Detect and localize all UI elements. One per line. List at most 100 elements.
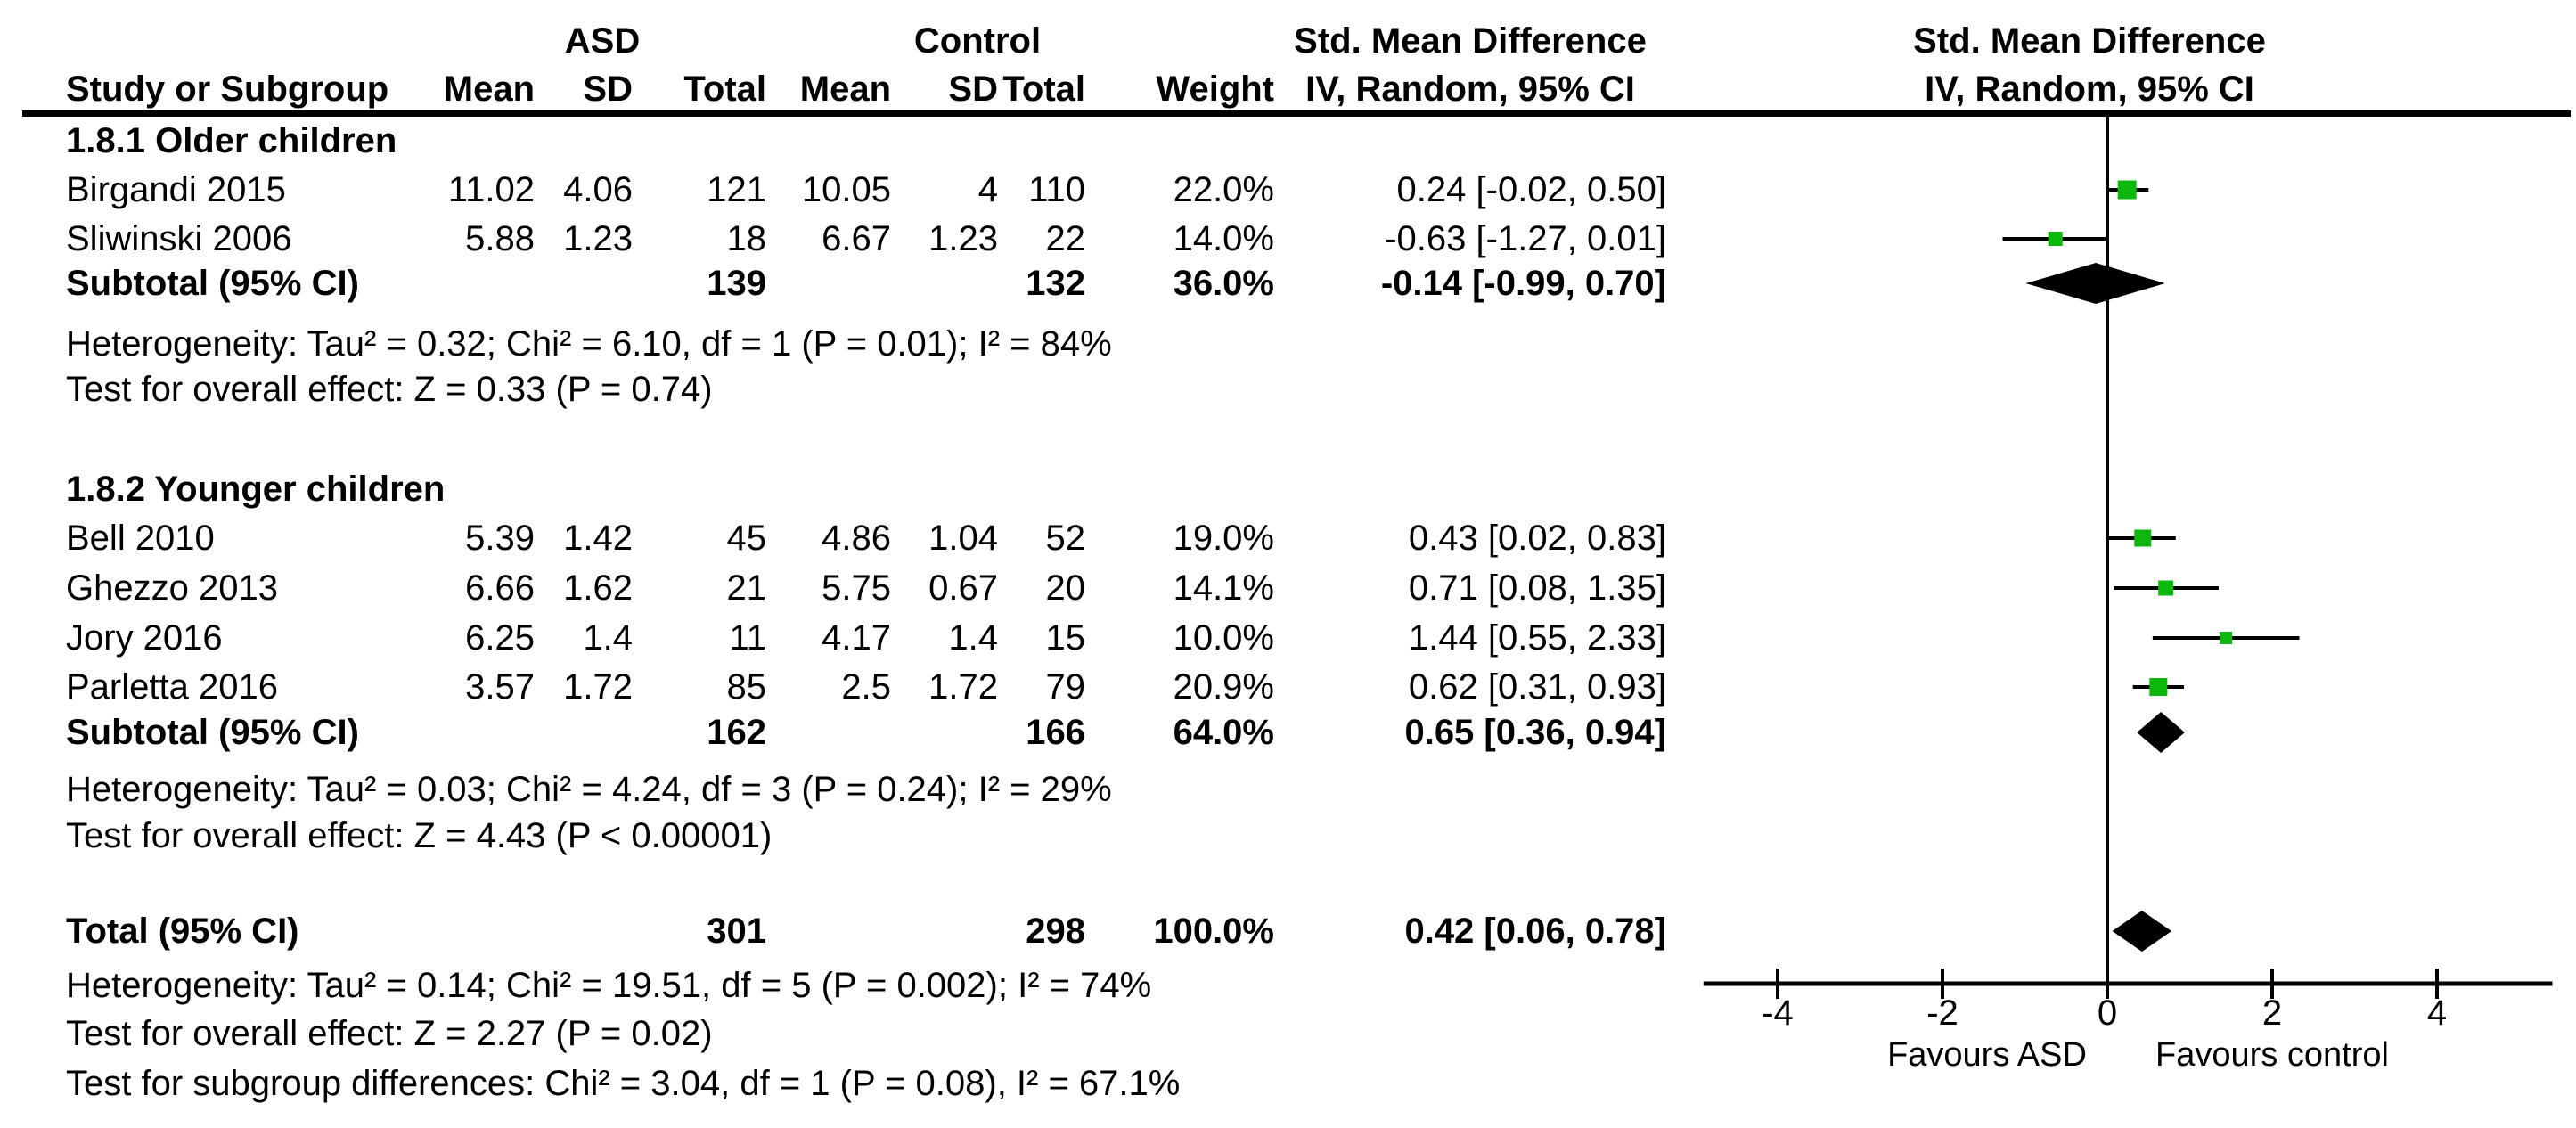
- axis-tick-label: -2: [1926, 993, 1959, 1033]
- study-name: Birgandi 2015: [66, 170, 286, 209]
- weight-cell: 10.0%: [1173, 618, 1274, 658]
- favours-left-label: Favours ASD: [1887, 1036, 2087, 1074]
- effect-square: [2149, 678, 2168, 696]
- subtotal-row: Subtotal (95% CI) 139 132 36.0% -0.14 [-0.99…: [0, 258, 2576, 308]
- mean2-column-header: Mean: [799, 69, 891, 109]
- plot-column-subheader: IV, Random, 95% CI: [1925, 69, 2254, 109]
- subgroup-title: 1.8.1 Older children: [66, 121, 397, 160]
- sd1-column-header: SD: [583, 69, 633, 109]
- total-overall-effect-text: Test for overall effect: Z = 2.27 (P = 0…: [66, 1014, 713, 1053]
- effect-estimate-cell: 0.65 [0.36, 0.94]: [1404, 713, 1666, 752]
- overall-effect-text: Test for overall effect: Z = 4.43 (P < 0…: [66, 816, 773, 855]
- total-row: Total (95% CI) 301 298 100.0% 0.42 [0.06, 0.…: [0, 906, 2576, 956]
- total1-cell: 18: [726, 219, 767, 258]
- effect-column-subheader: IV, Random, 95% CI: [1305, 69, 1635, 109]
- subtotal-row: Subtotal (95% CI) 162 166 64.0% 0.65 [0.36, …: [0, 707, 2576, 757]
- study-row: Parletta 2016 3.57 1.72 85 2.5 1.72 79 20.9% 0.6…: [0, 662, 2576, 712]
- effect-estimate-cell: -0.14 [-0.99, 0.70]: [1380, 264, 1666, 303]
- effect-square: [2048, 232, 2063, 246]
- study-name: Sliwinski 2006: [66, 219, 292, 258]
- weight-cell: 20.9%: [1173, 667, 1274, 707]
- study-row: Jory 2016 6.25 1.4 11 4.17 1.4 15 10.0% 1.44 [0.…: [0, 613, 2576, 663]
- subgroup-differences-text: Test for subgroup differences: Chi² = 3.…: [66, 1064, 1181, 1103]
- total2-cell: 15: [1045, 618, 1086, 658]
- mean1-cell: 6.25: [465, 618, 535, 658]
- group1-header: ASD: [564, 21, 641, 61]
- total2-cell: 110: [1028, 170, 1085, 209]
- plot-column-title: Std. Mean Difference: [1913, 21, 2266, 61]
- weight-column-header: Weight: [1156, 69, 1274, 109]
- pooled-diamond: [2112, 911, 2172, 952]
- axis-tick-label: 0: [2098, 993, 2117, 1033]
- sd2-cell: 1.23: [928, 219, 998, 258]
- mean1-cell: 5.39: [465, 519, 535, 558]
- subgroup-title-row: 1.8.2 Younger children: [0, 464, 2576, 514]
- heterogeneity-text: Heterogeneity: Tau² = 0.32; Chi² = 6.10,…: [66, 324, 1112, 364]
- sd1-cell: 4.06: [563, 170, 633, 209]
- study-name: Bell 2010: [66, 519, 215, 558]
- effect-estimate-cell: 0.43 [0.02, 0.83]: [1408, 519, 1666, 558]
- mean1-cell: 3.57: [465, 667, 535, 707]
- total-heterogeneity-text: Heterogeneity: Tau² = 0.14; Chi² = 19.51…: [66, 966, 1152, 1005]
- sd1-cell: 1.62: [563, 568, 633, 608]
- effect-square: [2134, 529, 2152, 547]
- heterogeneity-row: Heterogeneity: Tau² = 0.03; Chi² = 4.24,…: [0, 764, 2576, 814]
- total1-cell: 162: [707, 713, 766, 752]
- total1-column-header: Total: [683, 69, 766, 109]
- heterogeneity-row: Heterogeneity: Tau² = 0.32; Chi² = 6.10,…: [0, 319, 2576, 369]
- effect-estimate-cell: 0.24 [-0.02, 0.50]: [1396, 170, 1666, 209]
- mean2-cell: 2.5: [841, 667, 891, 707]
- sd2-column-header: SD: [948, 69, 998, 109]
- mean1-column-header: Mean: [443, 69, 535, 109]
- effect-square: [2158, 580, 2174, 596]
- study-name: Parletta 2016: [66, 667, 278, 707]
- weight-cell: 14.0%: [1173, 219, 1274, 258]
- total1-cell: 11: [729, 618, 766, 658]
- weight-cell: 64.0%: [1173, 713, 1274, 752]
- total1-cell: 301: [707, 911, 766, 951]
- axis-tick-label: 4: [2427, 993, 2447, 1033]
- study-row: Birgandi 2015 11.02 4.06 121 10.05 4 110 22.0% 0…: [0, 165, 2576, 215]
- favours-right-label: Favours control: [2155, 1036, 2389, 1074]
- axis-tick-label: -4: [1762, 993, 1794, 1033]
- total1-cell: 121: [707, 170, 766, 209]
- study-row: Bell 2010 5.39 1.42 45 4.86 1.04 52 19.0% 0.43 […: [0, 513, 2576, 563]
- total-label: Total (95% CI): [66, 911, 299, 951]
- study-row: Sliwinski 2006 5.88 1.23 18 6.67 1.23 22 14.0% -…: [0, 214, 2576, 264]
- pooled-diamond: [2025, 263, 2165, 304]
- mean2-cell: 5.75: [822, 568, 891, 608]
- sd2-cell: 0.67: [928, 568, 998, 608]
- total2-cell: 166: [1026, 713, 1085, 752]
- weight-cell: 100.0%: [1153, 911, 1274, 951]
- subgroup-title: 1.8.2 Younger children: [66, 470, 446, 509]
- weight-cell: 19.0%: [1173, 519, 1274, 558]
- effect-square: [2220, 632, 2233, 644]
- effect-column-title: Std. Mean Difference: [1294, 21, 1647, 61]
- study-name: Jory 2016: [66, 618, 223, 658]
- effect-estimate-cell: 1.44 [0.55, 2.33]: [1408, 618, 1666, 658]
- weight-cell: 36.0%: [1173, 264, 1274, 303]
- mean2-cell: 4.86: [822, 519, 891, 558]
- total1-cell: 139: [707, 264, 766, 303]
- mean2-cell: 6.67: [822, 219, 891, 258]
- overall-effect-row: Test for overall effect: Z = 4.43 (P < 0…: [0, 811, 2576, 861]
- effect-estimate-cell: -0.63 [-1.27, 0.01]: [1385, 219, 1666, 258]
- total-heterogeneity-row: Heterogeneity: Tau² = 0.14; Chi² = 19.51…: [0, 960, 2576, 1010]
- sd1-cell: 1.23: [563, 219, 633, 258]
- overall-effect-row: Test for overall effect: Z = 0.33 (P = 0…: [0, 364, 2576, 414]
- total-overall-effect-row: Test for overall effect: Z = 2.27 (P = 0…: [0, 1009, 2576, 1059]
- mean2-cell: 10.05: [801, 170, 891, 209]
- study-column-header: Study or Subgroup: [66, 69, 389, 109]
- subgroup-title-row: 1.8.1 Older children: [0, 116, 2576, 166]
- sd2-cell: 4: [977, 170, 998, 209]
- header-rule: [22, 110, 2571, 117]
- sd1-cell: 1.72: [563, 667, 633, 707]
- subgroup-differences-row: Test for subgroup differences: Chi² = 3.…: [0, 1059, 2576, 1108]
- axis-tick-label: 2: [2262, 993, 2282, 1033]
- heterogeneity-text: Heterogeneity: Tau² = 0.03; Chi² = 4.24,…: [66, 770, 1112, 809]
- subtotal-label: Subtotal (95% CI): [66, 713, 359, 752]
- sd2-cell: 1.4: [948, 618, 998, 658]
- mean1-cell: 5.88: [465, 219, 535, 258]
